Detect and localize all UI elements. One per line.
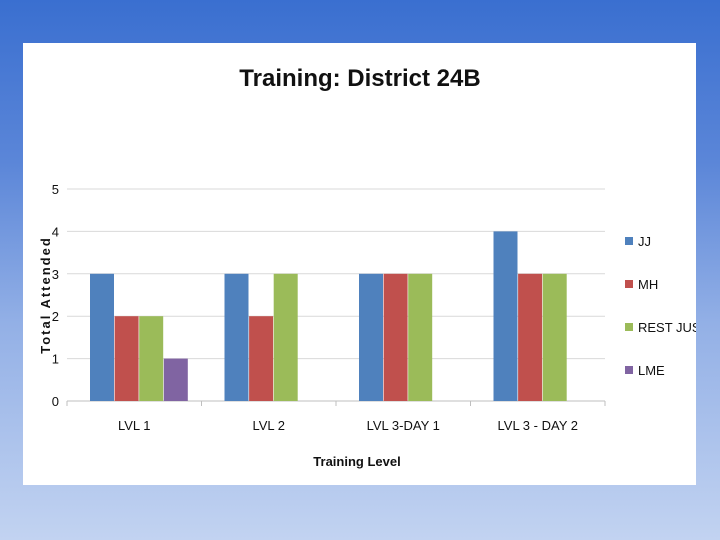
chart-title: Training: District 24B [239, 65, 480, 92]
legend-label: REST JUST [638, 320, 696, 335]
bar-rest-just [408, 273, 433, 401]
chart-panel: Training: District 24B 0 1 2 3 4 5 LVL 1 LVL 2… [23, 43, 696, 485]
bars [90, 231, 567, 401]
bar-lme [163, 358, 188, 401]
bar-jj [224, 273, 249, 401]
y-tick-label: 3 [52, 267, 59, 282]
x-tick-label: LVL 3 - DAY 2 [498, 418, 578, 433]
legend-label: LME [638, 363, 665, 378]
y-axis-title: Total Attended [38, 236, 53, 354]
bar-jj [359, 273, 383, 401]
y-tick-label: 2 [52, 309, 59, 324]
bar-jj [493, 231, 518, 401]
bar-mh [249, 316, 274, 401]
legend-swatch [625, 366, 633, 374]
legend-swatch [625, 280, 633, 288]
y-tick-label: 0 [52, 394, 59, 409]
bar-jj [90, 273, 114, 401]
legend-label: MH [638, 277, 658, 292]
bar-rest-just [542, 273, 567, 401]
x-axis-ticks: LVL 1 LVL 2 LVL 3-DAY 1 LVL 3 - DAY 2 [118, 418, 578, 433]
bar-rest-just [273, 273, 298, 401]
bar-mh [383, 273, 408, 401]
y-tick-label: 1 [52, 352, 59, 367]
bar-mh [518, 273, 543, 401]
legend-swatch [625, 237, 633, 245]
bar-mh [114, 316, 139, 401]
x-tick-label: LVL 1 [118, 418, 151, 433]
legend: JJ MH REST JUST LME [625, 234, 696, 378]
y-axis-ticks: 0 1 2 3 4 5 [52, 182, 59, 409]
y-tick-label: 5 [52, 182, 59, 197]
x-tick-label: LVL 2 [252, 418, 285, 433]
bar-chart: Training: District 24B 0 1 2 3 4 5 LVL 1 LVL 2… [38, 65, 696, 469]
x-tick-label: LVL 3-DAY 1 [367, 418, 440, 433]
x-axis-title: Training Level [313, 454, 400, 469]
y-tick-label: 4 [52, 224, 59, 239]
bar-rest-just [139, 316, 164, 401]
legend-swatch [625, 323, 633, 331]
legend-label: JJ [638, 234, 651, 249]
